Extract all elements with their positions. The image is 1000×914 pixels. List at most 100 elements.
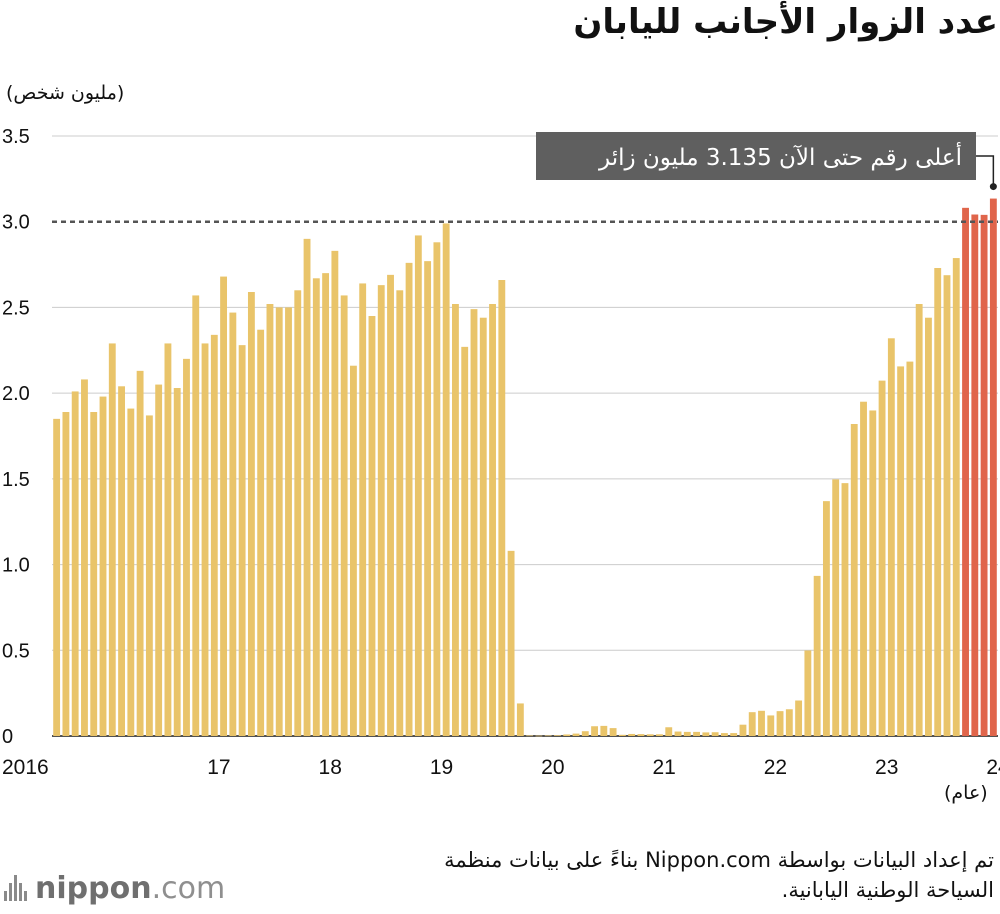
bar — [795, 700, 803, 736]
bar — [266, 304, 274, 736]
bar — [656, 734, 663, 736]
x-tick-label: 20 — [541, 756, 564, 779]
bar — [989, 198, 997, 736]
x-tick-label: 24 — [986, 756, 1000, 779]
y-tick-label: 3.0 — [2, 212, 30, 234]
bar — [294, 290, 302, 736]
bar — [554, 735, 561, 736]
bar — [479, 317, 487, 736]
bar — [118, 386, 125, 736]
bar — [822, 501, 830, 736]
bar — [368, 316, 376, 736]
bar — [377, 285, 385, 736]
bar — [183, 358, 190, 736]
bar — [349, 365, 357, 736]
bar — [312, 278, 320, 736]
record-callout: أعلى رقم حتى الآن 3.135 مليون زائر — [536, 132, 997, 191]
bar — [257, 329, 265, 736]
bar — [229, 312, 237, 736]
callout-text: أعلى رقم حتى الآن 3.135 مليون زائر — [598, 142, 962, 171]
bar — [247, 292, 255, 736]
y-tick-label: 2.5 — [2, 297, 30, 319]
bar — [609, 728, 617, 736]
bar — [906, 361, 914, 736]
bar — [785, 709, 793, 736]
x-axis-label: (عام) — [944, 782, 988, 804]
bar — [915, 304, 923, 736]
bar — [730, 733, 738, 736]
logo-suffix: .com — [151, 870, 226, 906]
bar — [322, 273, 330, 736]
bar — [359, 283, 367, 736]
bar — [674, 731, 682, 736]
bar — [720, 733, 728, 736]
x-tick-label: 2016 — [2, 756, 49, 779]
bar — [934, 268, 942, 736]
callout-box — [536, 132, 976, 180]
bar — [489, 304, 496, 736]
bar — [99, 396, 107, 736]
bar — [591, 726, 598, 736]
bar — [618, 734, 626, 736]
callout-dot — [989, 183, 997, 191]
bar — [210, 334, 218, 736]
bar — [813, 575, 821, 736]
bar — [414, 235, 422, 736]
logo-word: nippon — [35, 870, 152, 906]
y-tick-label: 1.0 — [2, 555, 30, 577]
bar — [452, 304, 459, 736]
bar — [526, 735, 534, 737]
y-tick-label: 3.5 — [2, 126, 30, 148]
bar — [878, 380, 886, 736]
bar — [303, 238, 311, 737]
bar — [145, 415, 153, 736]
y-tick-labels: 0 0.5 1.0 1.5 2.0 2.5 3.0 3.5 — [2, 126, 30, 748]
source-note: تم إعداد البيانات بواسطة Nippon.com بناء… — [444, 848, 994, 902]
bar — [711, 732, 719, 736]
bar — [220, 276, 228, 736]
x-tick-labels: 2016 17 18 19 20 21 22 23 24 — [2, 756, 1000, 779]
bar — [201, 343, 209, 736]
bar — [53, 418, 61, 736]
bar — [887, 338, 895, 736]
bar — [572, 733, 580, 736]
bar — [127, 408, 135, 736]
bar — [405, 262, 413, 736]
bar — [581, 731, 589, 736]
bar — [637, 734, 645, 736]
x-tick-label: 19 — [430, 756, 453, 779]
bar — [962, 207, 969, 736]
bar — [81, 379, 88, 736]
bar — [702, 732, 710, 736]
bar — [776, 711, 784, 736]
bar — [748, 712, 756, 736]
bar — [507, 550, 515, 736]
x-tick-label: 22 — [764, 756, 787, 779]
chart-title: عدد الزوار الأجانب لليابان — [573, 2, 998, 42]
bar — [136, 370, 144, 736]
bar — [544, 735, 552, 737]
bar — [563, 734, 571, 736]
bar — [600, 725, 608, 736]
y-tick-label: 0 — [2, 726, 13, 748]
bar — [275, 307, 283, 736]
bar — [971, 214, 979, 736]
bar — [442, 223, 450, 736]
x-tick-label: 23 — [875, 756, 898, 779]
bar — [646, 734, 654, 736]
bar — [108, 343, 116, 736]
y-tick-label: 1.5 — [2, 469, 30, 491]
bar — [387, 274, 394, 736]
y-axis-label: (مليون شخص) — [6, 82, 125, 104]
bar — [192, 295, 200, 736]
bar — [850, 424, 858, 736]
bar — [340, 295, 348, 736]
y-tick-label: 2.0 — [2, 383, 30, 405]
bar — [238, 345, 246, 736]
bar — [980, 214, 988, 737]
bar — [925, 317, 932, 736]
bar — [498, 280, 506, 736]
bar — [758, 710, 765, 736]
bar — [897, 366, 905, 736]
